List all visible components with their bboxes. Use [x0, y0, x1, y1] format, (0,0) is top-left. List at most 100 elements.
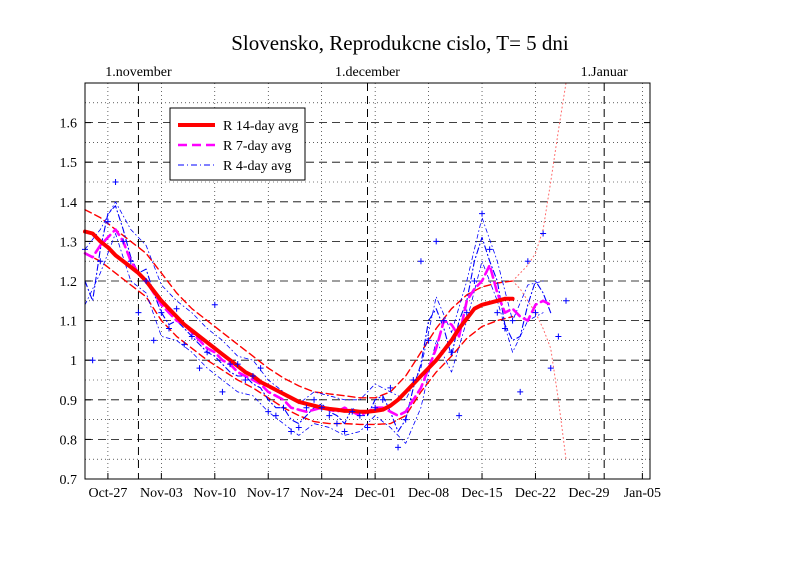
x-tick-label: Dec-22 — [515, 486, 556, 501]
data-point-plus — [272, 412, 279, 419]
series-line-r-4-day-upper — [84, 201, 544, 405]
x-tick-label: Dec-08 — [408, 486, 449, 501]
series-line-r-4-day-avg — [84, 205, 552, 433]
data-point-plus — [242, 377, 249, 383]
data-point-plus — [196, 365, 203, 372]
data-point-plus — [326, 412, 333, 419]
y-tick-label: 0.9 — [60, 394, 78, 409]
x-tick-label: Jan-05 — [624, 486, 661, 501]
legend-label: R 14-day avg — [223, 119, 298, 134]
data-point-plus — [456, 412, 463, 419]
data-point-plus — [563, 297, 570, 304]
data-point-plus — [341, 428, 348, 435]
data-point-plus — [387, 384, 394, 391]
y-tick-label: 1.1 — [60, 315, 78, 330]
y-tick-label: 1.6 — [60, 117, 78, 132]
data-point-plus — [417, 258, 424, 265]
month-label: 1.november — [105, 65, 172, 80]
legend-label: R 4-day avg — [223, 159, 291, 174]
data-point-plus — [410, 377, 417, 383]
series-line-r-forecast-upper — [512, 82, 567, 282]
data-point-plus — [181, 341, 188, 348]
data-point-plus — [433, 238, 440, 245]
data-point-plus — [479, 210, 486, 217]
month-label: 1.Januar — [581, 65, 628, 80]
data-point-plus — [97, 258, 104, 265]
legend-label: R 7-day avg — [223, 139, 291, 154]
month-labels: 1.november 1.december 1.Januar — [105, 65, 628, 80]
data-point-plus — [227, 361, 234, 368]
y-tick-label: 1.4 — [60, 196, 78, 211]
y-tick-label: 1.3 — [60, 235, 78, 250]
data-point-plus — [204, 349, 211, 356]
data-point-plus — [532, 309, 539, 316]
data-point-plus — [509, 317, 516, 324]
x-tick-label: Dec-15 — [461, 486, 502, 501]
data-point-plus — [150, 337, 157, 344]
y-axis-ticks: 0.7 0.8 0.9 1 1.1 1.2 1.3 1.4 1.5 1.6 — [60, 117, 650, 488]
data-point-plus — [135, 309, 142, 316]
data-point-plus — [143, 278, 150, 284]
data-point-plus — [547, 365, 554, 372]
data-point-plus — [173, 305, 180, 312]
data-point-plus — [104, 218, 111, 225]
data-point-plus — [517, 388, 524, 395]
data-point-plus — [440, 317, 447, 324]
plot-frame — [84, 82, 651, 480]
data-point-plus — [349, 408, 356, 415]
data-point-plus — [311, 396, 318, 403]
data-point-plus — [295, 424, 302, 431]
data-point-plus — [356, 412, 363, 419]
data-point-plus — [540, 230, 547, 237]
data-point-plus — [265, 408, 272, 415]
x-tick-label: Nov-17 — [247, 486, 290, 501]
data-point-plus — [395, 444, 402, 451]
data-point-plus — [448, 349, 455, 356]
x-axis-ticks: Oct-27 Nov-03 Nov-10 Nov-17 Nov-24 Dec-01 Dec-… — [88, 473, 661, 501]
data-point-plus — [188, 333, 195, 340]
series-line-r-14-day-lower — [84, 252, 514, 426]
series-line-r-14-day-avg — [83, 229, 515, 414]
chart-title: Slovensko, Reprodukcne cislo, T= 5 dni — [231, 31, 569, 55]
data-point-plus — [501, 325, 508, 332]
legend: R 14-day avg R 7-day avg R 4-day avg — [169, 107, 306, 181]
data-point-plus — [402, 416, 409, 423]
y-tick-label: 1 — [70, 354, 77, 369]
data-point-plus — [112, 179, 119, 185]
data-point-plus — [249, 373, 256, 380]
y-tick-label: 0.8 — [60, 433, 78, 448]
data-point-plus — [379, 396, 386, 403]
data-point-plus — [372, 404, 379, 411]
x-tick-label: Nov-24 — [300, 486, 343, 501]
data-point-plus — [127, 258, 134, 265]
x-tick-label: Oct-27 — [88, 486, 127, 501]
data-point-plus — [158, 309, 165, 316]
data-point-plus — [288, 428, 295, 435]
y-tick-label: 1.2 — [60, 275, 78, 290]
data-point-plus — [280, 404, 287, 411]
data-point-plus — [486, 246, 493, 253]
series-line-r-7-day-avg — [83, 228, 553, 417]
data-point-plus — [555, 333, 562, 340]
data-point-plus — [318, 404, 325, 411]
data-point-plus — [364, 424, 371, 431]
data-points — [82, 179, 570, 451]
data-point-plus — [463, 309, 470, 316]
series-lines — [83, 82, 567, 460]
series-line-r-14-day-upper — [84, 208, 514, 399]
data-point-plus — [494, 309, 501, 316]
data-point-plus — [524, 258, 531, 265]
data-point-plus — [425, 337, 432, 344]
data-point-plus — [219, 388, 226, 395]
data-point-plus — [257, 365, 264, 372]
x-tick-label: Nov-03 — [140, 486, 183, 501]
series-line-r-forecast-lower — [512, 280, 567, 460]
data-point-plus — [234, 361, 241, 368]
y-tick-label: 0.7 — [60, 473, 78, 488]
data-point-plus — [333, 420, 340, 427]
x-tick-label: Dec-29 — [568, 486, 609, 501]
data-point-plus — [120, 238, 127, 245]
x-tick-label: Dec-01 — [355, 486, 396, 501]
data-point-plus — [89, 357, 96, 364]
